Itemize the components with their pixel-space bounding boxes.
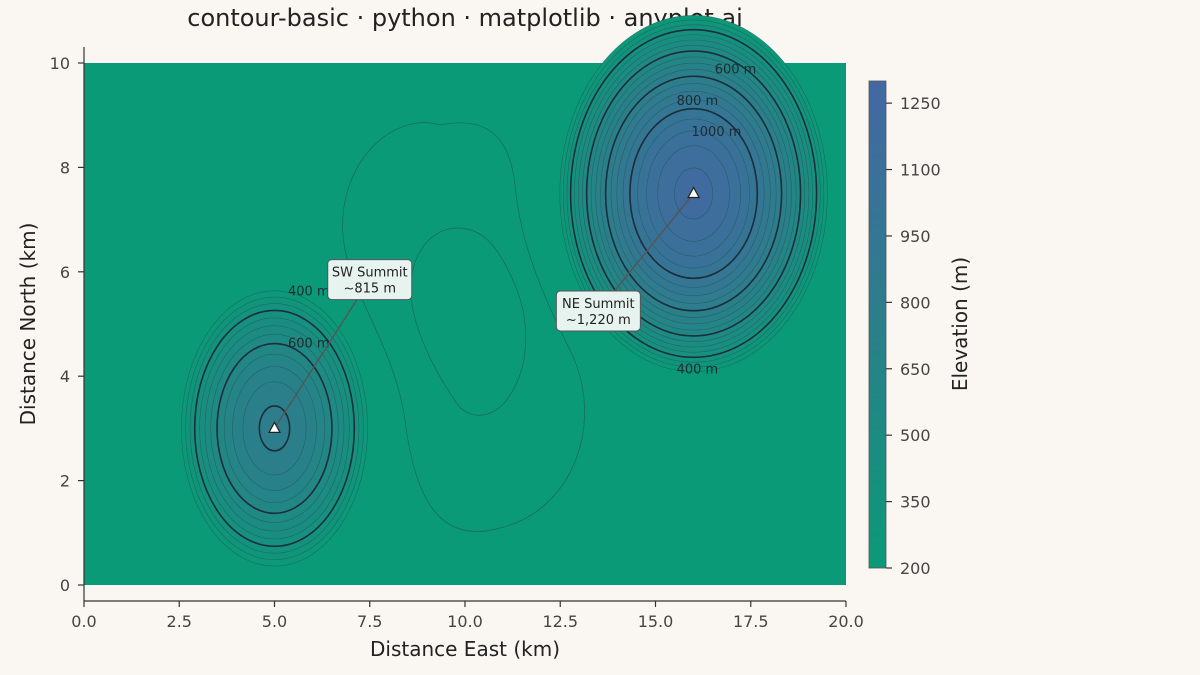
x-tick-label: 12.5 [542, 612, 578, 631]
colorbar-gradient [868, 80, 887, 569]
y-tick-label: 10 [50, 54, 70, 73]
x-ticks: 0.0 2.5 5.0 7.5 10.0 12.5 15.0 17.5 20.0 [71, 601, 864, 631]
colorbar: 200 350 500 650 800 950 1100 1250 Elevation (m) [868, 80, 972, 578]
y-ticks: 0 2 4 6 8 10 [50, 54, 84, 595]
peak-annotations: SW Summit~815 m NE Summit~1,220 m [267, 186, 701, 433]
y-axis-label: Distance North (km) [16, 223, 40, 426]
x-tick-label: 20.0 [828, 612, 864, 631]
major-contour-line [604, 75, 783, 312]
contour-label: 600 m [715, 62, 757, 77]
axes: 0.0 2.5 5.0 7.5 10.0 12.5 15.0 17.5 20.0 0 2 4 6 8 10 [50, 47, 864, 631]
y-tick-label: 8 [60, 158, 70, 177]
major-contour-line [216, 342, 333, 515]
x-tick-label: 10.0 [447, 612, 483, 631]
x-tick-label: 0.0 [71, 612, 96, 631]
peak-name-label: SW Summit [332, 266, 408, 281]
colorbar-tick-label: 650 [900, 360, 931, 379]
major-contour-line [193, 309, 356, 548]
major-contour-line [585, 50, 802, 337]
x-tick-label: 15.0 [638, 612, 674, 631]
y-tick-label: 4 [60, 367, 70, 386]
colorbar-tick-label: 200 [900, 559, 931, 578]
y-tick-label: 2 [60, 472, 70, 491]
x-tick-label: 7.5 [357, 612, 382, 631]
colorbar-tick-label: 350 [900, 493, 931, 512]
annotation-box [327, 259, 413, 301]
colorbar-tick-label: 800 [900, 293, 931, 312]
major-contour-line [629, 107, 759, 280]
contour-label: 600 m [288, 336, 330, 351]
colorbar-tick-label: 500 [900, 426, 931, 445]
x-tick-label: 5.0 [262, 612, 287, 631]
annotation-box [555, 290, 641, 332]
major-contour-line [569, 28, 818, 359]
x-axis-label: Distance East (km) [370, 637, 560, 661]
y-tick-label: 6 [60, 263, 70, 282]
colorbar-tick-label: 1100 [900, 161, 941, 180]
peak-marker-icon [687, 186, 701, 199]
major-contour-line [258, 405, 291, 452]
peak-elevation-label: ~1,220 m [566, 313, 631, 328]
peak-marker-icon [267, 421, 282, 433]
saddle-contour-outer [342, 122, 585, 532]
colorbar-label: Elevation (m) [948, 257, 972, 391]
contour-labels: 400 m 600 m 600 m 800 m 1000 m 400 m [288, 62, 756, 377]
annotation-arrow [273, 279, 371, 429]
colorbar-ticks: 200 350 500 650 800 950 1100 1250 [886, 94, 941, 578]
contour-lines [193, 28, 818, 548]
peak-name-label: NE Summit [562, 297, 635, 312]
contour-label: 400 m [288, 284, 330, 299]
plot-area: 400 m 600 m 600 m 800 m 1000 m 400 m SW Summi… [84, 15, 846, 585]
x-tick-label: 2.5 [167, 612, 192, 631]
x-tick-label: 17.5 [733, 612, 769, 631]
peak-elevation-label: ~815 m [343, 282, 396, 297]
colorbar-tick-label: 950 [900, 227, 931, 246]
y-tick-label: 0 [60, 576, 70, 595]
contour-label: 1000 m [692, 125, 742, 140]
contour-label: 800 m [677, 94, 719, 109]
colorbar-tick-label: 1250 [900, 94, 941, 113]
contour-label: 400 m [677, 363, 719, 378]
